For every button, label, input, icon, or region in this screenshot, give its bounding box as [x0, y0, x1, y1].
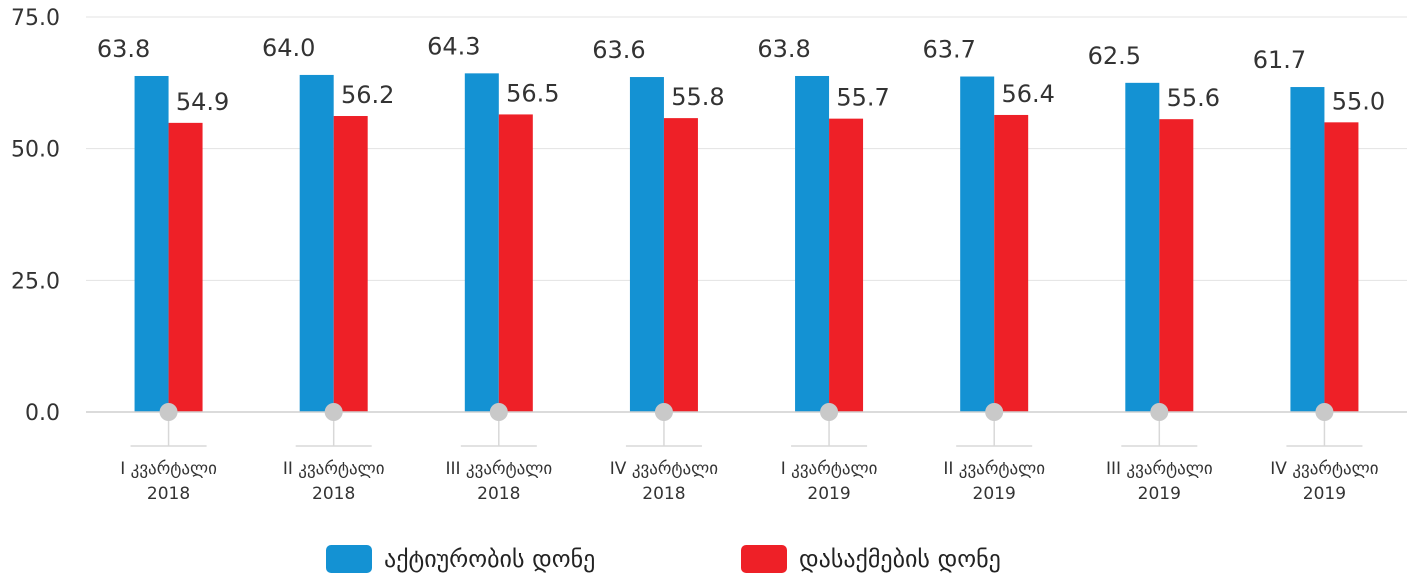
x-tick-label: III კვარტალი [445, 459, 552, 479]
data-labels: 63.8 54.9 64.0 56.2 64.3 56.5 63.6 55.8 63.8 55.7… [97, 32, 1385, 116]
legend-label: დასაქმების დონე [799, 545, 1001, 573]
legend: აქტიურობის დონე დასაქმების დონე [326, 545, 1001, 573]
y-tick-label: 25.0 [11, 269, 60, 294]
data-label: 55.6 [1167, 84, 1220, 112]
bar-activity-rate [464, 73, 499, 412]
bar-employment-rate [994, 114, 1029, 413]
x-tick-label: II კვარტალი [283, 459, 385, 479]
data-label: 64.0 [262, 34, 315, 62]
bar-activity-rate [1125, 82, 1160, 412]
x-tick-year: 2019 [807, 484, 850, 504]
x-tick-label: I კვარტალი [120, 459, 217, 479]
data-label: 64.3 [427, 32, 480, 60]
x-tick-label: III კვარტალი [1106, 459, 1213, 479]
x-tick-year: 2019 [1138, 484, 1181, 504]
x-tick-label: IV კვარტალი [1270, 459, 1378, 479]
data-label: 63.7 [922, 36, 975, 64]
x-tick-year: 2019 [1303, 484, 1346, 504]
bar-employment-rate [829, 118, 864, 412]
x-tick-year: 2018 [477, 484, 520, 504]
data-label: 63.6 [592, 36, 645, 64]
data-label: 56.4 [1001, 80, 1054, 108]
data-label: 63.8 [97, 35, 150, 63]
bar-activity-rate [960, 76, 995, 412]
bar-activity-rate [629, 77, 664, 412]
bar-employment-rate [498, 114, 533, 412]
data-label: 62.5 [1088, 42, 1141, 70]
data-label: 56.5 [506, 79, 559, 107]
category-marker [159, 403, 178, 421]
data-label: 54.9 [176, 88, 229, 116]
bar-activity-rate [299, 74, 334, 412]
data-label: 55.8 [671, 83, 724, 111]
x-tick-label: IV კვარტალი [610, 459, 718, 479]
x-tick-year: 2019 [973, 484, 1016, 504]
bar-employment-rate [663, 118, 698, 413]
bar-employment-rate [333, 116, 368, 412]
category-marker [1315, 403, 1334, 421]
bar-activity-rate [134, 75, 169, 412]
bar-activity-rate [795, 75, 830, 412]
data-label: 56.2 [341, 81, 394, 109]
y-tick-label: 75.0 [11, 6, 60, 31]
category-marker [324, 403, 343, 421]
category-marker [1150, 403, 1169, 421]
bar-employment-rate [1324, 122, 1359, 412]
legend-swatch [741, 545, 787, 573]
x-tick-label: II კვარტალი [943, 459, 1045, 479]
x-tick-year: 2018 [312, 484, 355, 504]
data-label: 55.0 [1332, 87, 1385, 115]
y-tick-label: 0.0 [25, 401, 60, 426]
legend-swatch [326, 545, 372, 573]
x-tick-year: 2018 [642, 484, 685, 504]
y-tick-label: 50.0 [11, 138, 60, 163]
category-marker [489, 403, 508, 421]
category-marker [985, 403, 1004, 421]
bar-employment-rate [168, 122, 203, 413]
data-label: 55.7 [836, 84, 889, 112]
category-marker [820, 403, 839, 421]
x-axis: I კვარტალი 2018 II კვარტალი 2018 III კვარტალ… [86, 403, 1407, 504]
gridlines: 0.0 25.0 50.0 75.0 [11, 6, 1407, 426]
bar-employment-rate [1159, 119, 1194, 412]
bars [134, 73, 1359, 413]
data-label: 61.7 [1253, 46, 1306, 74]
bar-activity-rate [1290, 87, 1325, 413]
category-marker [654, 403, 673, 421]
legend-label: აქტიურობის დონე [384, 545, 595, 573]
x-tick-label: I კვარტალი [781, 459, 878, 479]
data-label: 63.8 [757, 35, 810, 63]
x-tick-year: 2018 [147, 484, 190, 504]
